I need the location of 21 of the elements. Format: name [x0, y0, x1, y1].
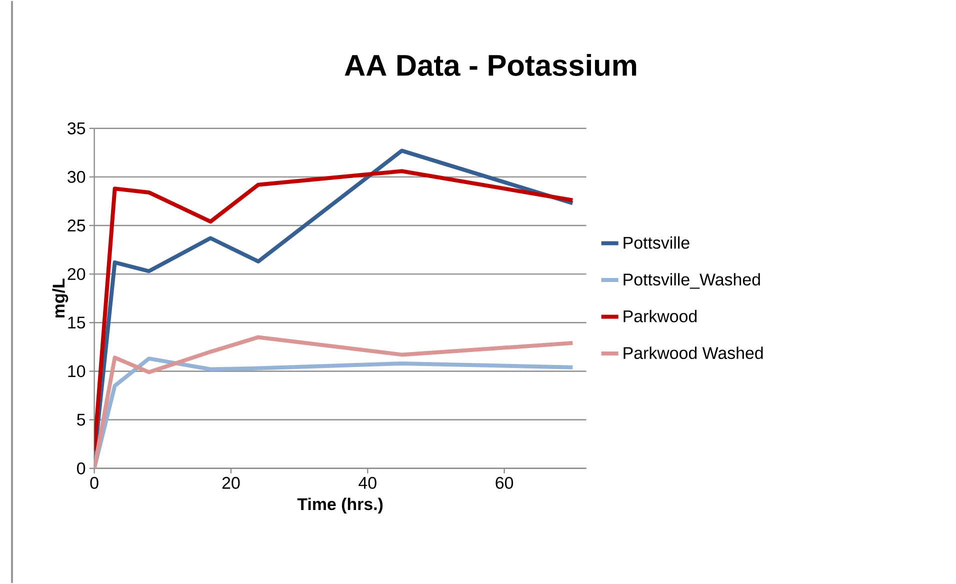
y-tick-label: 15: [68, 316, 86, 329]
x-tick-label: 40: [358, 476, 376, 489]
legend-label: Parkwood: [624, 310, 697, 322]
legend-label: Pottsville: [624, 236, 690, 249]
legend-label: Pottsville_Washed: [624, 273, 760, 289]
x-tick-label: 60: [496, 476, 514, 489]
x-tick-label: 0: [90, 476, 98, 489]
y-axis-title: mg/L: [52, 278, 68, 318]
y-tick-label: 25: [68, 220, 86, 232]
y-tick-label: 30: [68, 170, 86, 183]
legend-label: Parkwood Washed: [624, 346, 763, 360]
y-tick-label: 20: [68, 268, 86, 280]
line-series: [94, 356, 575, 468]
y-tick-label: 5: [77, 414, 86, 426]
line-series: [94, 335, 575, 468]
chart-title: AA Data - Potassium: [344, 54, 636, 76]
y-tick-label: 0: [77, 462, 86, 474]
x-tick-label: 20: [222, 476, 240, 489]
y-tick-label: 35: [68, 122, 86, 134]
y-tick-label: 10: [68, 365, 86, 378]
x-axis-title: Time (hrs.): [297, 498, 383, 514]
